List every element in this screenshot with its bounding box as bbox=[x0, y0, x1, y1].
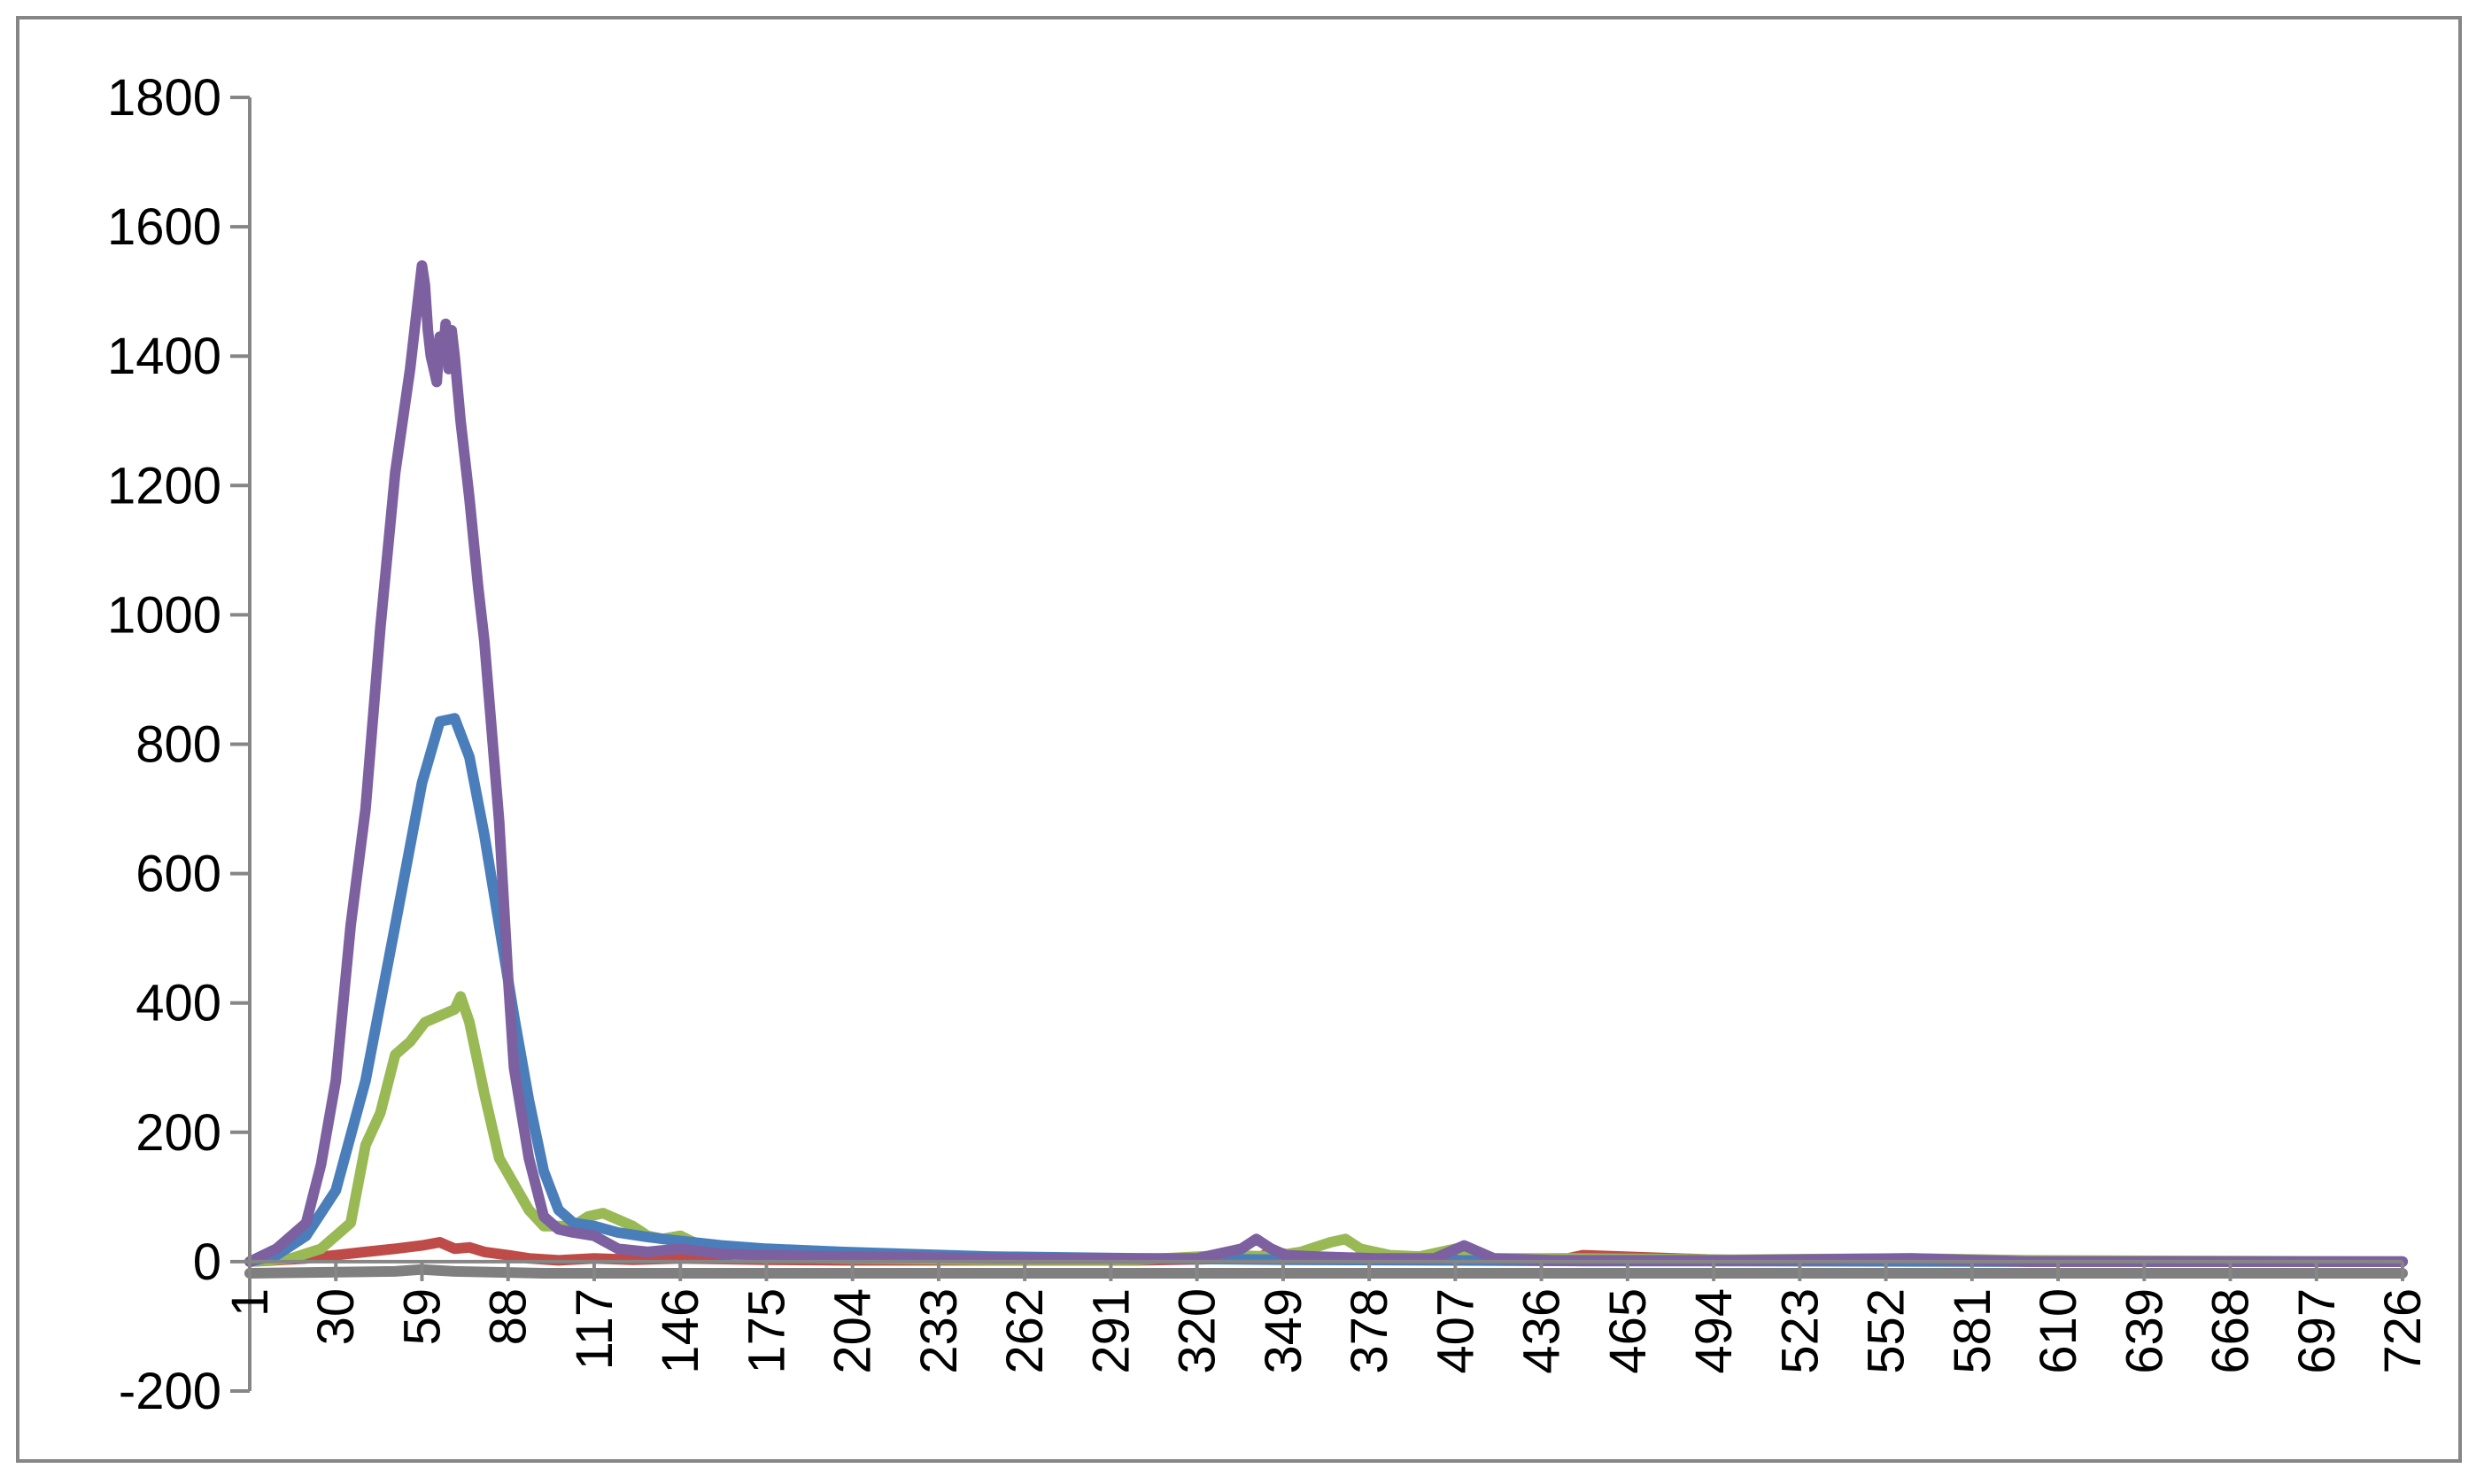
x-tick-label: 668 bbox=[2202, 1288, 2260, 1374]
chart-area bbox=[16, 16, 2462, 1463]
x-tick-label: 726 bbox=[2374, 1288, 2432, 1374]
x-tick-label: 30 bbox=[307, 1288, 365, 1346]
y-tick-label: 600 bbox=[135, 846, 221, 903]
x-tick-label: 1 bbox=[221, 1288, 279, 1317]
x-tick-label: 552 bbox=[1858, 1288, 1915, 1374]
x-tick-label: 697 bbox=[2288, 1288, 2346, 1374]
x-tick-label: 59 bbox=[393, 1288, 451, 1346]
y-tick-label: -200 bbox=[119, 1363, 221, 1420]
x-tick-label: 523 bbox=[1771, 1288, 1829, 1374]
x-tick-label: 349 bbox=[1255, 1288, 1312, 1374]
y-tick-label: 400 bbox=[135, 975, 221, 1032]
x-tick-label: 233 bbox=[910, 1288, 968, 1374]
x-tick-label: 610 bbox=[2030, 1288, 2087, 1374]
x-tick-label: 204 bbox=[824, 1288, 882, 1374]
series-line-5 bbox=[244, 1264, 2408, 1279]
series-layer bbox=[244, 259, 2408, 1279]
x-tick-label: 291 bbox=[1082, 1288, 1140, 1374]
x-tick-label: 320 bbox=[1169, 1288, 1227, 1374]
y-tick-label: 1600 bbox=[107, 198, 221, 256]
y-tick-label: 0 bbox=[193, 1233, 221, 1291]
x-tick-label: 175 bbox=[738, 1288, 795, 1374]
x-tick-label: 146 bbox=[652, 1288, 709, 1374]
x-tick-label: 378 bbox=[1341, 1288, 1398, 1374]
x-tick-label: 407 bbox=[1427, 1288, 1484, 1374]
x-tick-label: 262 bbox=[996, 1288, 1054, 1374]
series-line-1 bbox=[244, 713, 2408, 1267]
x-tick-label: 639 bbox=[2116, 1288, 2173, 1374]
x-tick-label: 465 bbox=[1599, 1288, 1657, 1374]
y-tick-label: 1200 bbox=[107, 457, 221, 514]
y-tick-label: 1000 bbox=[107, 586, 221, 644]
y-tick-label: 1400 bbox=[107, 328, 221, 385]
y-tick-label: 1800 bbox=[107, 69, 221, 127]
series-line-4 bbox=[244, 259, 2408, 1267]
y-tick-label: 800 bbox=[135, 716, 221, 774]
x-tick-label: 581 bbox=[1944, 1288, 2001, 1374]
x-tick-label: 88 bbox=[480, 1288, 538, 1346]
x-tick-label: 436 bbox=[1513, 1288, 1571, 1374]
axis-layer: -200 0 200 400 600 800 1000 1200 1400 1600 1800 1 30… bbox=[107, 69, 2432, 1420]
x-tick-label: 494 bbox=[1685, 1288, 1743, 1374]
y-tick-label: 200 bbox=[135, 1104, 221, 1162]
x-tick-label: 117 bbox=[566, 1288, 623, 1370]
